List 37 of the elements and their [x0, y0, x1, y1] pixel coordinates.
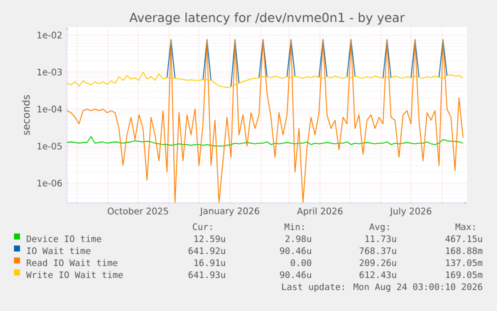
text: Cur: — [192, 223, 212, 230]
legend-label: Read IO Wait time — [26, 259, 118, 266]
y-tick-label: 1e-02 — [38, 32, 62, 38]
y-tick-label: 1e-06 — [38, 180, 62, 186]
x-tick-label: October 2025 — [108, 208, 168, 214]
text: 641.93u — [188, 271, 226, 278]
text: 0.00 — [290, 259, 312, 266]
text: 12.59u — [194, 235, 226, 242]
text: 209.26u — [360, 259, 396, 266]
text: 467.15u — [445, 235, 482, 242]
text: 2.98u — [285, 235, 312, 242]
text: 90.46u — [280, 247, 312, 254]
text: 137.05m — [446, 259, 482, 266]
text: 768.37u — [360, 247, 396, 254]
text: 169.05m — [446, 271, 482, 278]
legend-label: Device IO time — [26, 235, 102, 242]
legend-label: IO Wait time — [27, 247, 90, 254]
text: 90.46u — [280, 271, 312, 278]
line-series — [67, 72, 464, 88]
legend-label: Write IO Wait time — [26, 271, 123, 278]
chart-title: Average latency for /dev/nvme0n1 - by year — [129, 12, 405, 25]
text: 11.73u — [365, 235, 396, 242]
text: Last update: Mon Aug 24 03:00:10 2026 — [282, 283, 482, 292]
y-tick-label: 1e-04 — [38, 106, 62, 112]
x-tick-label: July 2026 — [390, 208, 432, 216]
y-tick-label: 1e-03 — [38, 68, 62, 76]
text: 16.91u — [194, 259, 226, 266]
text: 641.92u — [188, 247, 226, 254]
text: 612.43u — [360, 271, 396, 278]
text: Avg: — [369, 223, 389, 232]
y-tick-label: 1e-05 — [38, 142, 62, 150]
text: 168.88m — [446, 247, 482, 254]
x-tick-label: January 2026 — [200, 208, 260, 216]
text: Min: — [284, 223, 304, 230]
text: Max: — [456, 223, 475, 230]
x-tick-label: April 2026 — [296, 208, 343, 216]
y-axis-title: seconds — [22, 95, 30, 135]
